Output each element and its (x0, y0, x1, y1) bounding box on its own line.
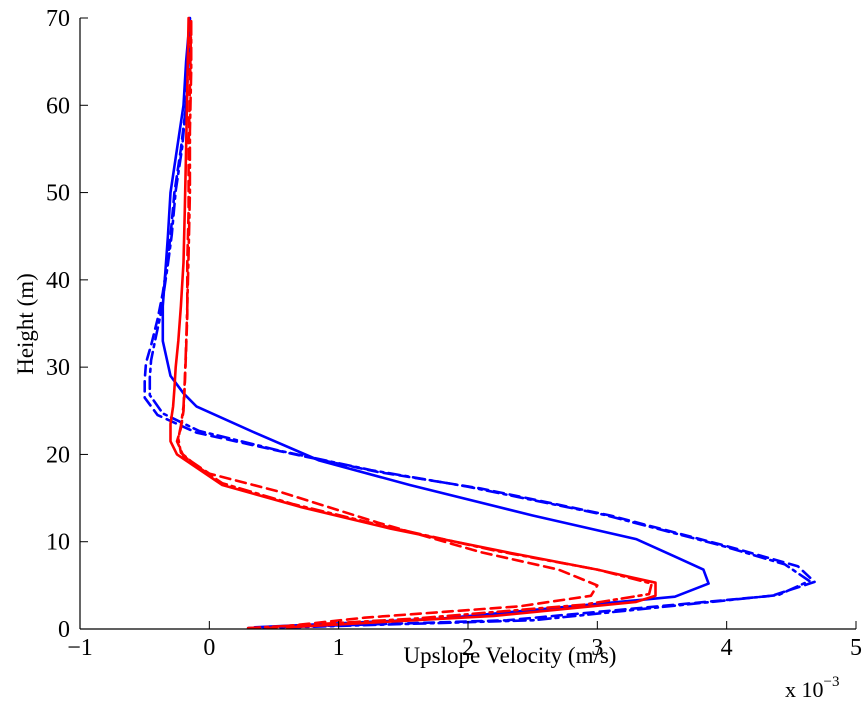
x-tick-label: 3 (591, 635, 603, 661)
series-line-blue-dashed (143, 16, 816, 630)
series-line-red-solid (169, 16, 657, 629)
y-tick-label: 30 (46, 355, 70, 381)
x-tick-label: 5 (850, 635, 862, 661)
series-line-red-dashed (175, 16, 599, 630)
series-line-red-dashdot (177, 16, 653, 630)
x-tick-label: 0 (203, 635, 215, 661)
series-layer (143, 16, 816, 630)
series-line-blue-solid (161, 16, 710, 629)
y-tick-label: 0 (58, 617, 70, 643)
x-tick-label: 2 (462, 635, 474, 661)
x-tick-label: 1 (333, 635, 345, 661)
y-tick-label: 40 (46, 268, 70, 294)
x-exponent-power: −3 (824, 674, 840, 690)
series-line-blue-dashdot (148, 16, 811, 630)
x-tick-label: −1 (67, 635, 93, 661)
x-exponent-base: x 10 (785, 677, 824, 702)
y-axis-label: Height (m) (13, 273, 38, 375)
x-exponent-label: x 10−3 (785, 674, 839, 702)
x-axis-label: Upslope Velocity (m/s) (404, 643, 617, 668)
y-tick-label: 60 (46, 93, 70, 119)
y-tick-label: 20 (46, 442, 70, 468)
y-tick-label: 70 (46, 6, 70, 32)
y-tick-label: 10 (46, 530, 70, 556)
x-tick-label: 4 (721, 635, 733, 661)
y-tick-label: 50 (46, 181, 70, 207)
